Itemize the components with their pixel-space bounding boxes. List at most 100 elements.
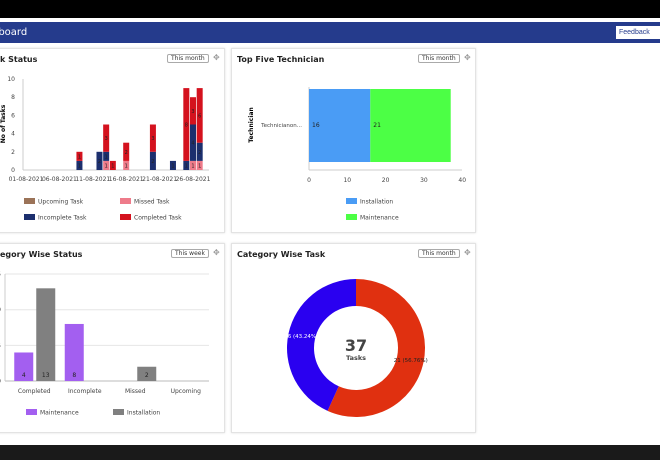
center-label: Tasks: [346, 354, 366, 362]
bar-segment: [103, 160, 110, 170]
bar-data-label: 2: [98, 159, 101, 165]
y-axis-label: No of Tasks: [0, 104, 7, 143]
x-tick-label: 40: [458, 177, 466, 184]
bar-segment: [196, 88, 203, 143]
period-select[interactable]: This week: [171, 249, 209, 258]
legend-label: Installation: [127, 410, 160, 417]
slice-label: 21 (56.76%): [394, 358, 428, 364]
header-button[interactable]: [653, 26, 660, 39]
bar-segment: [103, 151, 110, 161]
x-tick-label: 11-08-2021: [75, 176, 110, 183]
bar-segment: [103, 124, 110, 152]
bar-data-label: 1: [185, 163, 188, 169]
legend-swatch: [346, 214, 357, 220]
category-status-chart: 0 5 10 15 Completed 4 13 Incomplete 8 Missed 2 Upco…: [0, 271, 209, 417]
bar-segment: [76, 160, 83, 170]
bar-data-label: 3: [191, 109, 194, 115]
bar-segment: [370, 89, 451, 162]
bar-data-label: 1: [171, 163, 174, 169]
bar-data-label: 4: [22, 372, 26, 379]
bar-segment: [149, 151, 156, 170]
bar-data-label: 3: [151, 136, 154, 142]
bar-data-label: 2: [145, 372, 149, 379]
move-icon[interactable]: ✥: [464, 248, 471, 257]
bar-data-label: 1: [198, 163, 201, 169]
move-icon[interactable]: ✥: [464, 53, 471, 62]
bar-data-label: 8: [72, 372, 76, 379]
bar-segment: [190, 160, 196, 170]
x-tick-label: 16-08-2021: [109, 176, 144, 183]
x-tick-label: 10: [343, 177, 351, 184]
bar-data-label: 1: [78, 154, 81, 160]
period-select[interactable]: This month: [418, 249, 460, 258]
legend-label: Upcoming Task: [38, 199, 84, 206]
legend-label: Maintenance: [360, 215, 399, 222]
x-tick-label: 0: [307, 177, 311, 184]
y-tick-label: Technicianon...: [260, 123, 302, 129]
bar-segment: [109, 160, 116, 170]
bar-data-label: 2: [151, 159, 154, 165]
bar-data-label: 3: [105, 136, 108, 142]
bar-segment: [183, 88, 190, 161]
card-title: k Status: [0, 55, 38, 64]
card-title: Category Wise Task: [237, 250, 326, 259]
bar: [14, 352, 34, 381]
bar-segment: [123, 142, 130, 161]
donut-slice: [327, 279, 425, 417]
x-tick-label: 21-08-2021: [142, 176, 177, 183]
bar-data-label: 2: [198, 150, 201, 156]
period-select[interactable]: This month: [418, 54, 460, 63]
bar-data-label: 8: [185, 123, 188, 129]
y-tick-label: 0: [11, 167, 15, 174]
y-tick-label: 10: [0, 307, 1, 314]
bar-segment: [183, 160, 190, 170]
y-tick-label: 5: [0, 342, 1, 349]
legend-swatch: [26, 409, 37, 415]
card-title: Top Five Technician: [237, 55, 325, 64]
move-icon[interactable]: ✥: [213, 53, 220, 62]
top-technician-card: Top Five Technician This month ✥ 0 10 20 30…: [231, 48, 476, 233]
x-tick-label: Missed: [125, 388, 146, 395]
bar-data-label: 6: [198, 113, 201, 119]
x-tick-label: 26-08-2021: [176, 176, 211, 183]
bar-data-label: 21: [373, 122, 381, 129]
bar-data-label: 4: [191, 141, 194, 147]
bar-data-label: 2: [125, 150, 128, 156]
legend-label: Incomplete Task: [38, 215, 87, 222]
x-tick-label: Upcoming: [171, 388, 201, 395]
bar-data-label: 1: [105, 154, 108, 160]
bar-data-label: 1: [105, 163, 108, 169]
x-tick-label: 01-08-2021: [9, 176, 44, 183]
bar-segment: [169, 160, 176, 170]
bar-data-label: 1: [111, 163, 114, 169]
y-tick-label: 10: [7, 76, 15, 83]
bottom-bar: [0, 445, 660, 460]
slice-label: 16 (43.24%): [284, 334, 318, 340]
bar-segment: [96, 151, 103, 170]
x-tick-label: 20: [382, 177, 390, 184]
category-task-card: Category Wise Task This month ✥ 21 (56.7…: [231, 243, 476, 433]
legend-swatch: [120, 198, 131, 204]
legend-swatch: [113, 409, 124, 415]
app-header: hboard Feedback: [0, 22, 660, 43]
bar-data-label: 1: [125, 163, 128, 169]
y-tick-label: 15: [0, 271, 1, 278]
browser-top-bar: [0, 0, 660, 18]
y-tick-label: 6: [11, 112, 15, 119]
move-icon[interactable]: ✥: [213, 248, 220, 257]
bar-data-label: 1: [78, 163, 81, 169]
legend-swatch: [120, 214, 131, 220]
y-tick-label: 0: [0, 378, 1, 385]
bar-segment: [76, 151, 83, 161]
legend-swatch: [24, 214, 35, 220]
feedback-button[interactable]: Feedback: [616, 26, 653, 39]
donut-slice: [287, 279, 356, 411]
y-tick-label: 2: [11, 149, 15, 156]
legend-swatch: [24, 198, 35, 204]
bar-segment: [190, 97, 196, 125]
period-select[interactable]: This month: [167, 54, 209, 63]
bar-segment: [196, 160, 203, 170]
x-tick-label: Incomplete: [68, 388, 102, 395]
